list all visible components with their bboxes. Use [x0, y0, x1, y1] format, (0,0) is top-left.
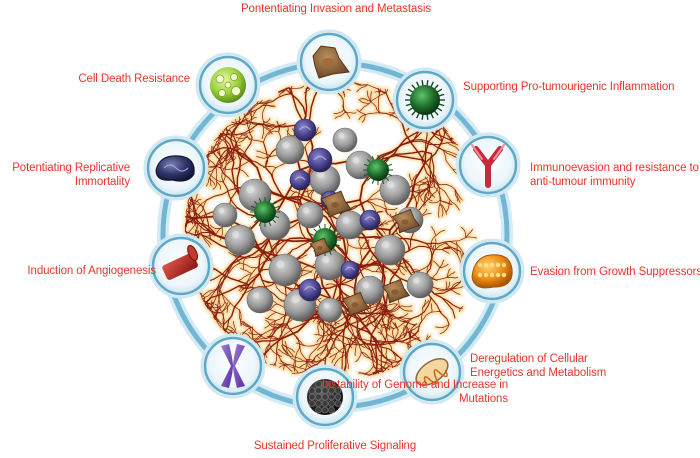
hallmark-node-angiogenesis — [148, 233, 214, 299]
immune-cell — [289, 169, 311, 191]
tumour-cell — [345, 150, 375, 180]
tumour-cell — [355, 275, 385, 305]
hallmark-label-immunoevasion: Immunoevasion and resistance to anti-tumo… — [530, 161, 699, 189]
immune-cell — [293, 118, 317, 142]
hallmark-label-line: Cell Death Resistance — [78, 73, 190, 85]
hallmark-node-metabolism — [399, 339, 465, 405]
invasive-cell — [341, 291, 371, 317]
hallmark-label-angiogenesis: Induction of Angiogenesis — [27, 264, 156, 278]
hallmark-label-metabolism: Deregulation of Cellular Energetics and M… — [470, 352, 606, 380]
blood-vessel-icon — [162, 244, 198, 280]
tumour-cell — [212, 202, 238, 228]
invasive-cell — [381, 278, 411, 304]
hallmark-label-line: Mutations — [459, 393, 508, 405]
tumour-cell — [275, 135, 305, 165]
hallmark-label-line: Induction of Angiogenesis — [27, 265, 156, 277]
hallmark-label-invasion: Pontentiating Invasion and Metastasis — [236, 2, 436, 16]
tumour-cell — [246, 286, 274, 314]
invasive-cell — [391, 208, 421, 234]
hallmark-label-growth-suppressors: Evasion from Growth Suppressors — [530, 265, 700, 279]
tumour-cell — [224, 224, 256, 256]
tumour-cell — [379, 174, 411, 206]
tumour-cell-cluster — [212, 118, 434, 323]
chromosome-icon — [221, 344, 245, 388]
hallmark-node-immunoevasion — [455, 132, 521, 198]
hallmark-node-proliferative — [292, 364, 358, 430]
hallmark-label-line: Instability of Genome and Increase in — [321, 379, 508, 391]
hallmark-label-line: Pontentiating Invasion and Metastasis — [240, 3, 431, 15]
tumour-cell — [406, 271, 434, 299]
tumour-cell — [317, 297, 343, 323]
proliferating-cell-icon — [307, 379, 343, 415]
immune-cell-icon — [405, 80, 445, 120]
hallmark-label-genome: Instability of Genome and Increase in Mut… — [322, 378, 508, 406]
hallmark-label-line: Evasion from Growth Suppressors — [530, 266, 700, 278]
hallmark-label-line: Immunoevasion and resistance to — [530, 162, 699, 174]
tumour-cell — [374, 234, 406, 266]
inflammatory-cell — [250, 197, 280, 227]
replicating-cell-icon — [155, 155, 195, 182]
hallmark-label-cell-death: Cell Death Resistance — [78, 72, 190, 86]
hallmark-label-line: Potentiating Replicative — [12, 162, 130, 174]
hallmark-label-immortality: Potentiating Replicative Immortality — [12, 161, 130, 189]
metastatic-cell-icon — [312, 45, 350, 79]
hallmark-node-invasion — [296, 29, 362, 95]
apoptosis-resistant-cell-icon — [210, 67, 246, 103]
immune-cell — [340, 260, 360, 280]
hallmark-label-line: anti-tumour immunity — [530, 176, 636, 188]
mitochondrion-icon — [415, 358, 449, 386]
suppressor-cell-icon — [471, 254, 513, 289]
hallmark-label-line: Deregulation of Cellular — [470, 353, 588, 365]
immune-cell — [359, 209, 381, 231]
inflammatory-cell — [363, 155, 393, 185]
hallmark-node-genome — [200, 333, 266, 399]
hallmark-node-inflammation — [392, 67, 458, 133]
invasive-cell — [309, 237, 332, 257]
hallmark-node-immortality — [143, 135, 209, 201]
tumour-cell — [296, 201, 324, 229]
tumour-cell — [238, 178, 272, 212]
hallmark-label-line: Energetics and Metabolism — [470, 367, 607, 379]
hallmark-label-line: Supporting Pro-tumourigenic Inflammation — [463, 81, 675, 93]
hallmark-label-inflammation: Supporting Pro-tumourigenic Inflammation — [463, 80, 675, 94]
immune-cell — [307, 147, 333, 173]
hallmark-node-cell-death — [195, 52, 261, 118]
tumour-cell — [314, 249, 346, 281]
hallmark-label-line: Immortality — [74, 176, 130, 188]
tumour-cell — [268, 253, 302, 287]
hallmark-node-growth-suppressors — [459, 238, 525, 304]
tumour-cell — [332, 127, 358, 153]
invasive-cell — [320, 190, 352, 218]
antibody-icon — [471, 144, 505, 188]
hallmark-label-proliferative: Sustained Proliferative Signaling — [235, 439, 435, 453]
immune-cell — [298, 278, 322, 302]
tumour-cell — [335, 210, 365, 240]
hallmark-label-line: Sustained Proliferative Signaling — [253, 440, 417, 452]
